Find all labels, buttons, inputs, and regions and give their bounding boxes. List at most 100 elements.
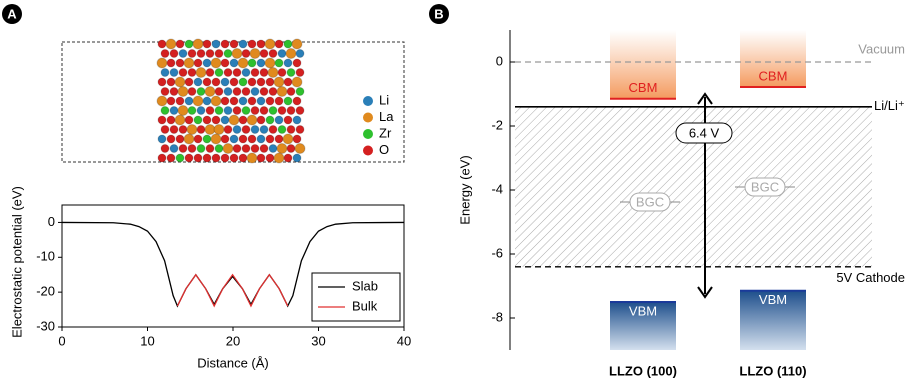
- x-tick-label: 20: [226, 333, 240, 348]
- atom: [260, 145, 268, 153]
- atom: [212, 78, 220, 86]
- x-tick-label: 30: [311, 333, 325, 348]
- atom: [242, 107, 250, 115]
- atom: [274, 77, 284, 87]
- atom: [257, 135, 265, 143]
- atom: [178, 87, 188, 97]
- atom: [179, 50, 187, 58]
- atom: [161, 145, 169, 153]
- atom: [260, 69, 268, 77]
- atom: [275, 59, 283, 67]
- panel-label: A: [7, 6, 17, 21]
- atom: [203, 97, 211, 105]
- atom: [170, 69, 178, 77]
- atom: [233, 69, 241, 77]
- atom: [230, 135, 238, 143]
- atom: [232, 49, 242, 59]
- level-label: Li/Li⁺: [874, 98, 905, 113]
- atom: [265, 58, 275, 68]
- atom: [269, 145, 277, 153]
- atom: [161, 50, 169, 58]
- atom: [287, 88, 295, 96]
- atom: [167, 154, 175, 162]
- atom: [266, 78, 274, 86]
- atom: [215, 145, 223, 153]
- atom: [239, 78, 247, 86]
- atom: [194, 116, 202, 124]
- level-label: 5V Cathode: [836, 270, 905, 285]
- atom: [239, 135, 247, 143]
- atom: [170, 88, 178, 96]
- atom: [215, 107, 223, 115]
- atom: [158, 154, 166, 162]
- atom: [239, 154, 247, 162]
- atom: [215, 50, 223, 58]
- y-tick-label: 0: [496, 53, 503, 68]
- atom: [206, 145, 214, 153]
- atom: [221, 154, 229, 162]
- atom: [257, 154, 265, 162]
- atom: [193, 39, 203, 49]
- atom: [185, 154, 193, 162]
- atom: [257, 97, 265, 105]
- atom: [277, 144, 287, 154]
- atom: [292, 77, 302, 87]
- atom: [266, 135, 274, 143]
- y-tick-label: -6: [491, 245, 503, 260]
- atom: [224, 107, 232, 115]
- atom: [175, 115, 185, 125]
- atom: [278, 107, 286, 115]
- level-label: Vacuum: [858, 41, 905, 56]
- atom: [194, 78, 202, 86]
- legend-swatch: [363, 129, 373, 139]
- legend-label: La: [379, 109, 394, 124]
- atom: [274, 153, 284, 163]
- x-tick-label: 40: [397, 333, 411, 348]
- atom: [296, 88, 304, 96]
- vbm-label: VBM: [629, 303, 657, 318]
- atom: [278, 126, 286, 134]
- atom: [184, 134, 194, 144]
- atom: [161, 107, 169, 115]
- atom: [194, 154, 202, 162]
- atom: [185, 78, 193, 86]
- atom: [296, 69, 304, 77]
- category-label: LLZO (100): [609, 363, 677, 378]
- atom: [167, 135, 175, 143]
- atom: [178, 106, 188, 116]
- atom: [161, 126, 169, 134]
- atom: [170, 126, 178, 134]
- atom: [211, 134, 221, 144]
- atom: [211, 96, 221, 106]
- atom: [230, 97, 238, 105]
- atom: [157, 96, 167, 106]
- atom: [224, 88, 232, 96]
- atom: [266, 97, 274, 105]
- atom: [284, 40, 292, 48]
- x-axis-label: Distance (Å): [197, 355, 269, 370]
- atom: [188, 88, 196, 96]
- atom: [206, 50, 214, 58]
- x-tick-label: 10: [140, 333, 154, 348]
- atom: [167, 78, 175, 86]
- atom: [175, 77, 185, 87]
- y-tick-label: -4: [491, 181, 503, 196]
- atom: [248, 59, 256, 67]
- atom: [196, 68, 206, 78]
- legend-swatch: [363, 113, 373, 123]
- atom: [250, 49, 260, 59]
- atom: [197, 126, 205, 134]
- atom: [275, 116, 283, 124]
- atom: [268, 68, 278, 78]
- atom: [287, 69, 295, 77]
- y-tick-label: -2: [491, 117, 503, 132]
- atom: [193, 96, 203, 106]
- legend-label: Bulk: [352, 298, 378, 313]
- x-tick-label: 0: [58, 333, 65, 348]
- atom: [205, 87, 215, 97]
- atom: [242, 50, 250, 58]
- atom: [230, 154, 238, 162]
- atom: [188, 69, 196, 77]
- atom: [257, 59, 265, 67]
- atom: [203, 40, 211, 48]
